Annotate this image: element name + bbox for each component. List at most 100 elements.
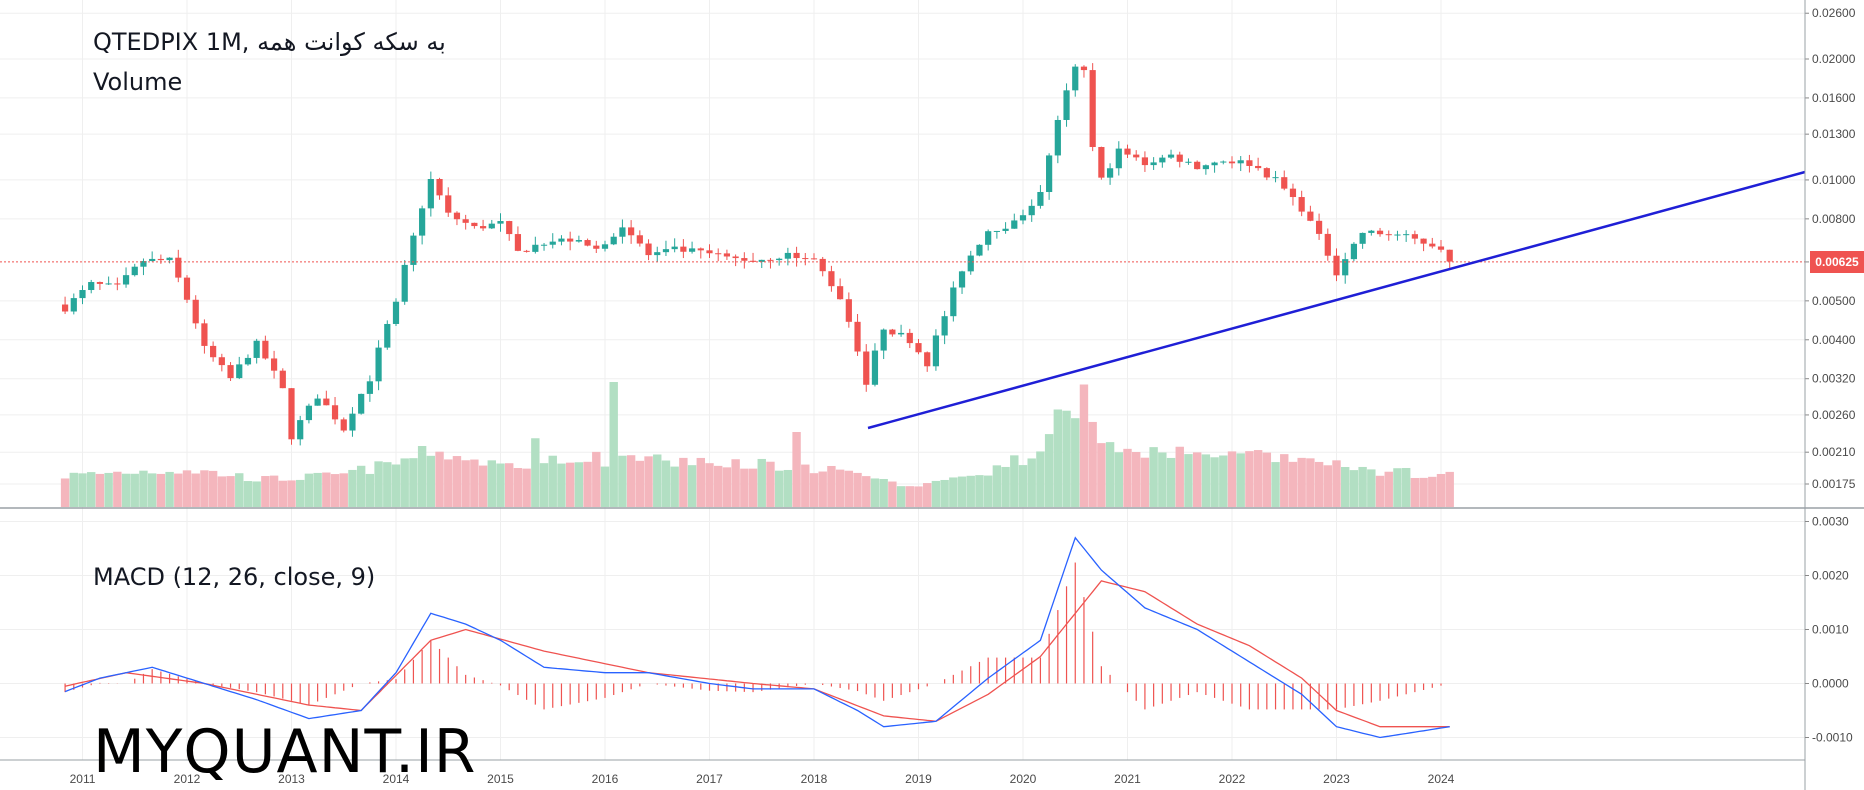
candle-body <box>314 398 321 406</box>
candle-body <box>1159 157 1166 163</box>
candle-body <box>1437 246 1445 250</box>
candle-body <box>723 253 731 257</box>
candle-body <box>297 420 304 440</box>
candle-body <box>584 240 591 246</box>
candle-body <box>61 304 69 312</box>
candle-body <box>218 357 225 366</box>
volume-bar <box>304 473 314 507</box>
candle-body <box>1220 161 1227 163</box>
candle-body <box>471 222 478 227</box>
volume-bar <box>835 469 845 507</box>
volume-bar <box>1105 442 1115 507</box>
volume-bar <box>957 476 967 507</box>
volume-bar <box>862 476 871 507</box>
macd-line <box>64 536 1450 739</box>
candle-body <box>1298 197 1305 212</box>
macd-pane <box>64 536 1450 739</box>
candle-body <box>253 340 260 358</box>
volume-bar <box>600 466 610 507</box>
volume-bar <box>1062 410 1071 507</box>
candle-body <box>967 255 974 272</box>
candle-body <box>1324 233 1331 256</box>
signal-line <box>64 580 1450 728</box>
candle-body <box>96 282 104 284</box>
year-tick-label: 2024 <box>1428 772 1455 786</box>
candle-body <box>227 365 234 379</box>
volume-bar <box>983 475 993 507</box>
candle-body <box>802 258 809 260</box>
volume-bar <box>1349 470 1359 507</box>
volume-bar <box>217 476 227 507</box>
candle-body <box>79 290 86 299</box>
candle-body <box>741 258 748 261</box>
candle-body <box>732 256 739 259</box>
volume-bar <box>226 476 235 507</box>
volume-bar <box>243 481 253 507</box>
candle-body <box>880 329 887 351</box>
volume-bar <box>992 465 1002 507</box>
volume-bar <box>113 471 122 507</box>
candle-body <box>1167 154 1175 158</box>
volume-bar <box>1253 450 1263 507</box>
candle-body <box>810 258 818 260</box>
price-tick-label: 0.02600 <box>1812 6 1856 20</box>
volume-bar <box>1097 443 1106 507</box>
candle-body <box>549 241 556 245</box>
candle-body <box>1133 154 1140 158</box>
volume-bar <box>670 466 679 507</box>
volume-bar <box>200 470 209 507</box>
candle-body <box>349 413 356 431</box>
volume-bar <box>1410 477 1420 507</box>
volume-bar <box>235 473 244 507</box>
volume-bar <box>792 432 801 507</box>
watermark: MYQUANT.IR <box>93 717 477 787</box>
candle-body <box>1011 220 1018 229</box>
volume-bar <box>1053 409 1063 507</box>
candle-body <box>1281 177 1288 189</box>
candle-body <box>758 259 765 262</box>
year-tick-label: 2013 <box>278 772 305 786</box>
volume-bar <box>1358 466 1367 507</box>
volume-bar <box>923 483 932 507</box>
volume-bar <box>130 473 139 507</box>
volume-bar <box>661 460 671 507</box>
volume-bar <box>60 478 70 507</box>
volume-bar <box>583 461 592 507</box>
candle-body <box>497 221 504 224</box>
candle-body <box>1037 191 1044 206</box>
candle-body <box>1072 66 1079 91</box>
candle-body <box>427 179 434 209</box>
candle-body <box>166 257 173 261</box>
volume-bar <box>435 451 444 507</box>
candle-body <box>645 243 652 256</box>
volume-bar <box>165 471 174 507</box>
volume-bar <box>679 457 688 507</box>
candle-body <box>715 253 722 255</box>
volume-bar <box>1401 467 1411 507</box>
volume-bar <box>975 475 984 507</box>
candle-body <box>1046 155 1053 192</box>
volume-bar <box>618 455 627 507</box>
candle-body <box>567 238 574 242</box>
price-tick-label: 0.00800 <box>1812 212 1856 226</box>
volume-bar <box>95 473 105 507</box>
candle-body <box>149 258 156 262</box>
volume-bar <box>1192 452 1202 507</box>
volume-bar <box>609 382 618 507</box>
candle-body <box>932 335 940 367</box>
candle-body <box>610 236 617 245</box>
volume-bar <box>252 481 261 507</box>
last-price-badge: 0.00625 <box>1810 250 1864 273</box>
candle-body <box>819 258 826 272</box>
volume-bar <box>740 468 749 507</box>
year-tick-label: 2014 <box>383 772 410 786</box>
candle-body <box>105 283 112 285</box>
volume-bar <box>731 459 740 507</box>
candle-body <box>1350 243 1358 260</box>
volume-bar <box>104 472 113 507</box>
candle-body <box>436 179 443 196</box>
candle-body <box>453 212 461 220</box>
candle-body <box>1359 232 1366 244</box>
macd-tick-label: 0.0020 <box>1812 569 1849 583</box>
